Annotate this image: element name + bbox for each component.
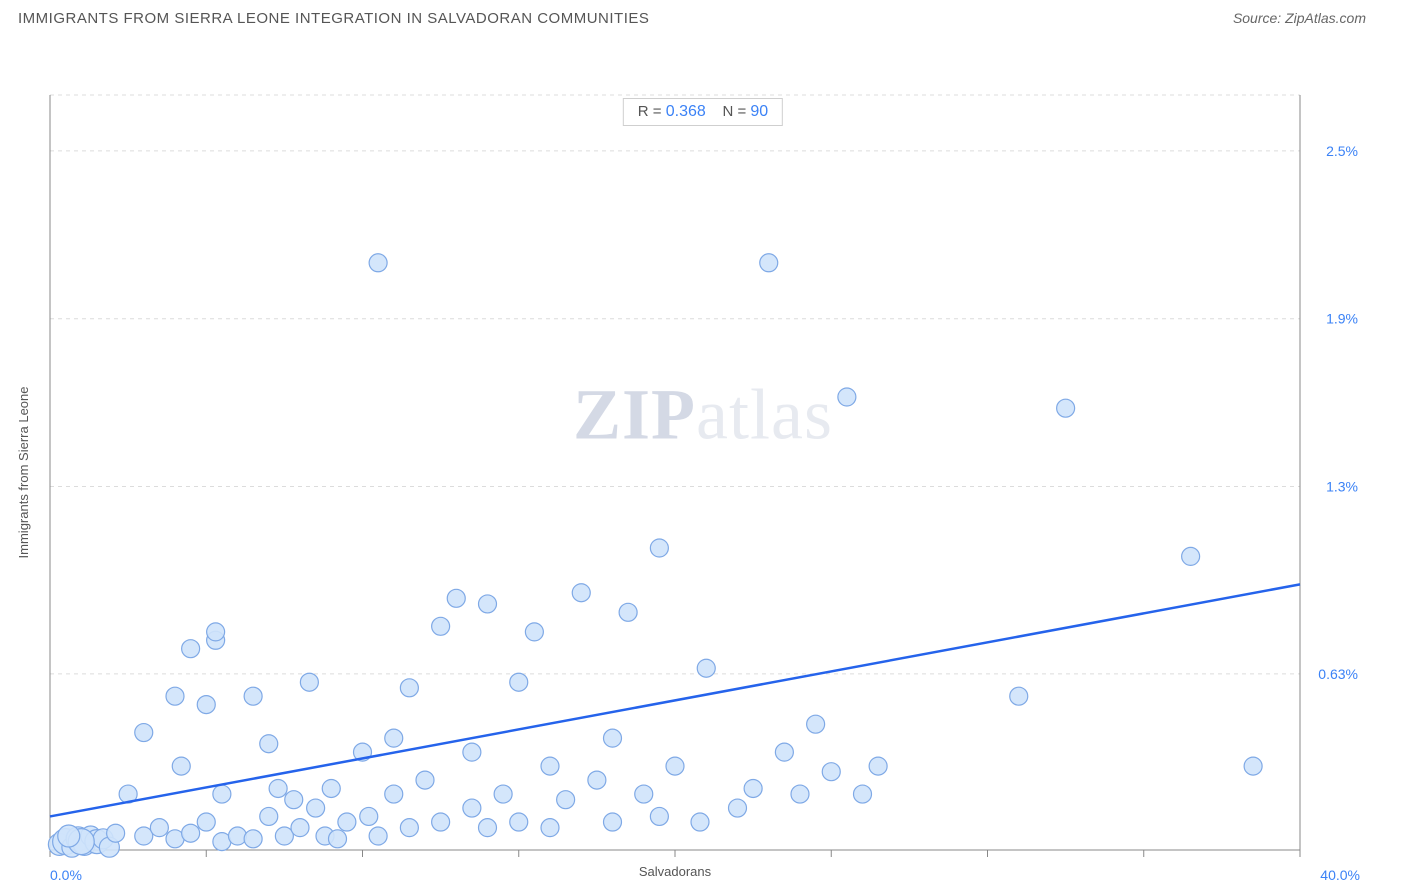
stat-n-value: 90: [750, 103, 768, 120]
scatter-point: [416, 771, 434, 789]
scatter-point: [479, 595, 497, 613]
trendline: [50, 584, 1300, 816]
scatter-point: [807, 715, 825, 733]
scatter-point: [197, 696, 215, 714]
scatter-point: [666, 757, 684, 775]
y-tick-label: 2.5%: [1326, 143, 1358, 159]
scatter-point: [729, 799, 747, 817]
scatter-point: [697, 659, 715, 677]
scatter-point: [494, 785, 512, 803]
scatter-point: [385, 785, 403, 803]
scatter-point: [744, 779, 762, 797]
scatter-point: [107, 824, 125, 842]
scatter-point: [329, 830, 347, 848]
scatter-point: [869, 757, 887, 775]
scatter-point: [463, 799, 481, 817]
scatter-point: [588, 771, 606, 789]
scatter-point: [400, 679, 418, 697]
scatter-point: [172, 757, 190, 775]
scatter-point: [791, 785, 809, 803]
scatter-point: [260, 807, 278, 825]
scatter-point: [854, 785, 872, 803]
scatter-point: [244, 687, 262, 705]
scatter-point: [604, 729, 622, 747]
y-axis-label: Immigrants from Sierra Leone: [16, 387, 31, 559]
scatter-point: [1244, 757, 1262, 775]
scatter-point: [432, 813, 450, 831]
scatter-point: [510, 673, 528, 691]
scatter-point: [691, 813, 709, 831]
scatter-point: [285, 791, 303, 809]
scatter-point: [572, 584, 590, 602]
scatter-point: [244, 830, 262, 848]
stat-r-label: R =: [638, 103, 662, 120]
scatter-chart: 0.63% 1.3% 1.9% 2.5% Salvadorans 0.0% 40.0% Imm…: [0, 40, 1406, 892]
scatter-point: [650, 539, 668, 557]
scatter-point: [541, 819, 559, 837]
scatter-point: [213, 785, 231, 803]
scatter-point: [557, 791, 575, 809]
scatter-point: [291, 819, 309, 837]
scatter-point: [604, 813, 622, 831]
scatter-point: [650, 807, 668, 825]
scatter-point: [260, 735, 278, 753]
scatter-point: [479, 819, 497, 837]
scatter-point: [447, 589, 465, 607]
chart-title: IMMIGRANTS FROM SIERRA LEONE INTEGRATION…: [18, 10, 649, 27]
y-tick-label: 0.63%: [1318, 666, 1358, 682]
x-axis-label: Salvadorans: [639, 864, 712, 879]
scatter-point: [307, 799, 325, 817]
scatter-point: [838, 388, 856, 406]
scatter-point: [400, 819, 418, 837]
scatter-point: [197, 813, 215, 831]
scatter-point: [300, 673, 318, 691]
scatter-point: [207, 623, 225, 641]
stats-box: R = 0.368 N = 90: [623, 98, 783, 126]
stat-r-value: 0.368: [666, 103, 706, 120]
scatter-point: [775, 743, 793, 761]
scatter-point: [432, 617, 450, 635]
scatter-point: [269, 779, 287, 797]
y-tick-label: 1.3%: [1326, 478, 1358, 494]
scatter-point: [463, 743, 481, 761]
scatter-point: [619, 603, 637, 621]
scatter-point: [182, 824, 200, 842]
scatter-point: [322, 779, 340, 797]
scatter-point: [166, 687, 184, 705]
stat-n-label: N =: [722, 103, 746, 120]
scatter-point: [1057, 399, 1075, 417]
scatter-point: [338, 813, 356, 831]
scatter-point: [1182, 547, 1200, 565]
scatter-point: [525, 623, 543, 641]
scatter-point: [1010, 687, 1028, 705]
scatter-point: [135, 724, 153, 742]
scatter-point: [360, 807, 378, 825]
x-min-label: 0.0%: [50, 867, 82, 883]
scatter-point: [510, 813, 528, 831]
scatter-point: [150, 819, 168, 837]
y-tick-label: 1.9%: [1326, 311, 1358, 327]
scatter-point: [369, 827, 387, 845]
chart-source: Source: ZipAtlas.com: [1233, 10, 1366, 26]
scatter-point: [58, 825, 80, 847]
x-max-label: 40.0%: [1320, 867, 1360, 883]
scatter-point: [369, 254, 387, 272]
scatter-point: [182, 640, 200, 658]
scatter-point: [635, 785, 653, 803]
scatter-point: [541, 757, 559, 775]
scatter-point: [822, 763, 840, 781]
scatter-point: [229, 827, 247, 845]
scatter-point: [385, 729, 403, 747]
scatter-point: [760, 254, 778, 272]
